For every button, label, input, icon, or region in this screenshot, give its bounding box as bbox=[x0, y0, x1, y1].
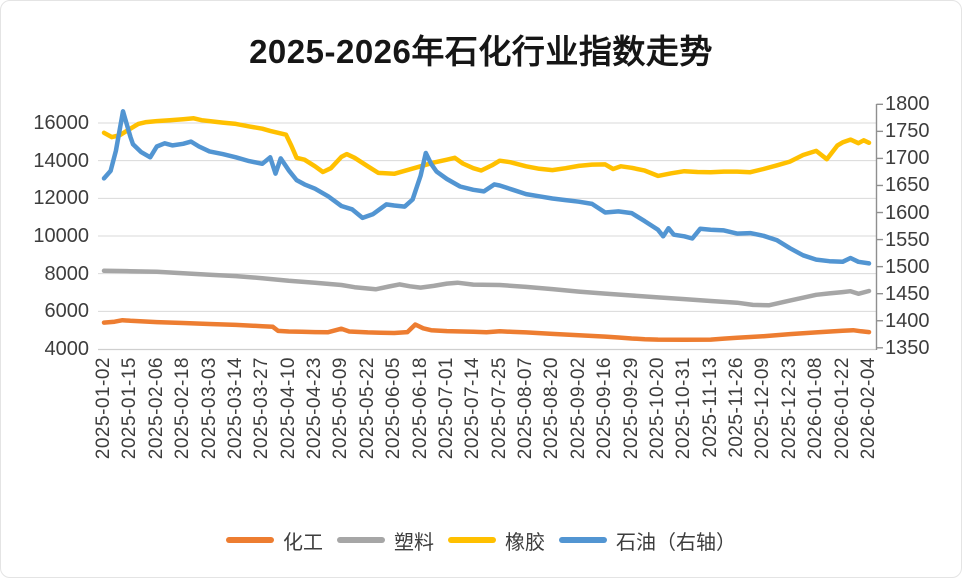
left-axis-tick-label: 16000 bbox=[33, 112, 89, 134]
left-axis-tick-label: 14000 bbox=[33, 149, 89, 172]
x-axis-tick-label: 2026-01-22 bbox=[831, 357, 853, 460]
right-axis-tick-label: 1350 bbox=[885, 336, 930, 359]
legend-swatch bbox=[226, 537, 274, 543]
x-axis-tick-label: 2025-10-31 bbox=[673, 357, 695, 460]
left-axis-tick-label: 6000 bbox=[44, 300, 90, 323]
legend-swatch bbox=[337, 537, 385, 543]
legend-label: 橡胶 bbox=[505, 531, 545, 554]
left-axis-tick-label: 12000 bbox=[33, 187, 89, 210]
chart-title: 2025-2026年石化行业指数走势 bbox=[249, 33, 713, 70]
series-line-0 bbox=[101, 317, 872, 343]
x-axis-tick-label: 2025-07-14 bbox=[462, 357, 484, 460]
legend-item: 橡胶 bbox=[448, 526, 545, 555]
x-axis-tick-label: 2026-01-08 bbox=[805, 357, 827, 460]
legend-swatch bbox=[559, 537, 607, 543]
x-axis-tick-label: 2025-06-05 bbox=[383, 357, 405, 460]
x-axis-tick-label: 2025-08-07 bbox=[515, 357, 537, 460]
x-axis-tick-label: 2025-03-27 bbox=[251, 357, 273, 460]
right-axis-tick-label: 1400 bbox=[885, 309, 930, 332]
x-axis-tick-label: 2025-02-06 bbox=[145, 357, 167, 460]
x-axis-tick-label: 2025-12-09 bbox=[752, 357, 774, 460]
legend-item: 塑料 bbox=[337, 526, 434, 555]
series-line-3 bbox=[101, 109, 872, 266]
x-axis-tick-label: 2025-03-14 bbox=[224, 357, 246, 460]
x-axis-tick-label: 2025-01-02 bbox=[93, 357, 114, 460]
right-axis-tick-label: 1600 bbox=[885, 201, 930, 224]
x-axis-tick-label: 2025-04-10 bbox=[277, 357, 299, 460]
right-axis-tick-label: 1800 bbox=[885, 93, 930, 116]
x-axis-tick-label: 2025-06-18 bbox=[409, 357, 431, 460]
left-axis-tick-label: 10000 bbox=[33, 225, 89, 247]
x-axis-tick-label: 2026-02-04 bbox=[858, 357, 879, 460]
legend-item: 石油（右轴） bbox=[559, 526, 736, 555]
left-axis-tick-label: 4000 bbox=[44, 338, 90, 360]
x-axis-tick-label: 2025-11-13 bbox=[699, 357, 721, 458]
right-axis-tick-label: 1550 bbox=[885, 228, 930, 251]
right-axis-tick-label: 1700 bbox=[885, 147, 930, 170]
x-axis-tick-label: 2025-01-15 bbox=[119, 357, 141, 460]
right-axis-tick-label: 1650 bbox=[885, 174, 930, 197]
legend-label: 化工 bbox=[283, 531, 323, 554]
right-axis-tick-label: 1750 bbox=[885, 120, 930, 143]
x-axis-tick-label: 2025-12-23 bbox=[778, 357, 800, 460]
legend-label: 石油（右轴） bbox=[616, 531, 736, 554]
legend-label: 塑料 bbox=[394, 531, 434, 554]
series-line-1 bbox=[101, 268, 872, 308]
x-axis-tick-label: 2025-09-29 bbox=[620, 357, 642, 460]
right-axis-tick-label: 1500 bbox=[885, 255, 930, 278]
x-axis-tick-label: 2025-10-20 bbox=[646, 357, 668, 460]
x-axis-tick-label: 2025-09-02 bbox=[567, 357, 589, 460]
x-axis-tick-label: 2025-05-22 bbox=[356, 357, 378, 460]
legend-swatch bbox=[448, 537, 496, 543]
left-axis-tick-label: 8000 bbox=[44, 262, 90, 285]
x-axis-tick-label: 2025-04-23 bbox=[304, 357, 326, 460]
legend: 化工 塑料 橡胶 石油（右轴） bbox=[1, 519, 961, 561]
x-axis-tick-label: 2025-05-09 bbox=[330, 357, 352, 460]
right-axis-tick-label: 1450 bbox=[885, 282, 930, 305]
x-axis-tick-label: 2025-07-25 bbox=[488, 357, 510, 460]
x-axis-tick-label: 2025-03-03 bbox=[198, 357, 220, 460]
legend-item: 化工 bbox=[226, 526, 323, 555]
x-axis-tick-label: 2025-09-16 bbox=[594, 357, 616, 460]
x-axis-tick-label: 2025-11-26 bbox=[726, 357, 748, 458]
x-axis-tick-label: 2025-08-20 bbox=[541, 357, 563, 460]
x-axis-tick-label: 2025-07-01 bbox=[435, 357, 457, 460]
x-axis-tick-label: 2025-02-18 bbox=[172, 357, 194, 460]
series-line-2 bbox=[101, 116, 872, 179]
